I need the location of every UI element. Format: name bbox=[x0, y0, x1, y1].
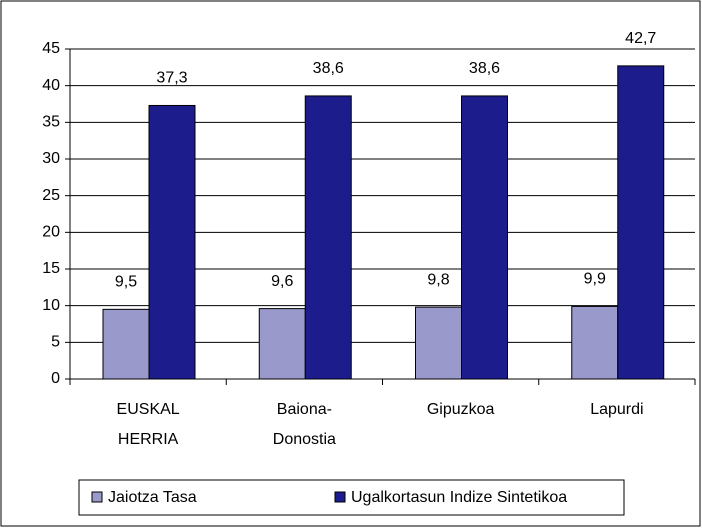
x-tick-label-line: Baiona- bbox=[277, 401, 332, 418]
x-tick-label: Baiona- Donostia bbox=[273, 401, 336, 448]
y-tick-label: 40 bbox=[42, 77, 60, 94]
x-tick-label-line: Donostia bbox=[273, 431, 336, 448]
y-tick-label: 20 bbox=[42, 224, 60, 241]
bar bbox=[148, 104, 196, 380]
legend-swatch bbox=[91, 491, 103, 503]
x-tick-label-line: Gipuzkoa bbox=[427, 401, 495, 418]
legend-label: Jaiotza Tasa bbox=[108, 489, 197, 506]
y-tick-label: 35 bbox=[42, 114, 60, 131]
x-tick-label: Lapurdi bbox=[590, 401, 643, 418]
value-label: 9,5 bbox=[115, 274, 137, 291]
x-tick-label: EUSKAL HERRIA bbox=[117, 401, 180, 448]
x-tick-label-line: EUSKAL bbox=[117, 401, 180, 418]
bar bbox=[461, 95, 508, 380]
bar bbox=[617, 65, 665, 380]
value-label: 9,6 bbox=[271, 273, 293, 290]
y-tick-label: 25 bbox=[42, 187, 60, 204]
y-tick-label: 10 bbox=[42, 297, 60, 314]
y-tick-label: 0 bbox=[51, 370, 60, 387]
bar bbox=[304, 95, 352, 380]
legend-swatch bbox=[334, 491, 346, 503]
y-tick-label: 5 bbox=[51, 334, 60, 351]
value-label: 37,3 bbox=[156, 70, 187, 87]
value-label: 9,9 bbox=[584, 271, 606, 288]
y-tick-label: 45 bbox=[42, 40, 60, 57]
bar bbox=[415, 306, 462, 380]
bar bbox=[571, 305, 619, 380]
value-label: 42,7 bbox=[625, 30, 656, 47]
x-tick-label-line: HERRIA bbox=[118, 431, 179, 448]
value-label: 38,6 bbox=[469, 60, 500, 77]
legend-label: Ugalkortasun Indize Sintetikoa bbox=[351, 489, 567, 506]
x-tick-label: Gipuzkoa bbox=[427, 401, 495, 418]
bar bbox=[102, 308, 150, 380]
x-tick-label-line: Lapurdi bbox=[590, 401, 643, 418]
y-tick-label: 15 bbox=[42, 260, 60, 277]
bar bbox=[258, 308, 306, 380]
y-tick-label: 30 bbox=[42, 150, 60, 167]
value-label: 9,8 bbox=[427, 271, 449, 288]
legend-box bbox=[78, 479, 625, 516]
value-label: 38,6 bbox=[313, 60, 344, 77]
